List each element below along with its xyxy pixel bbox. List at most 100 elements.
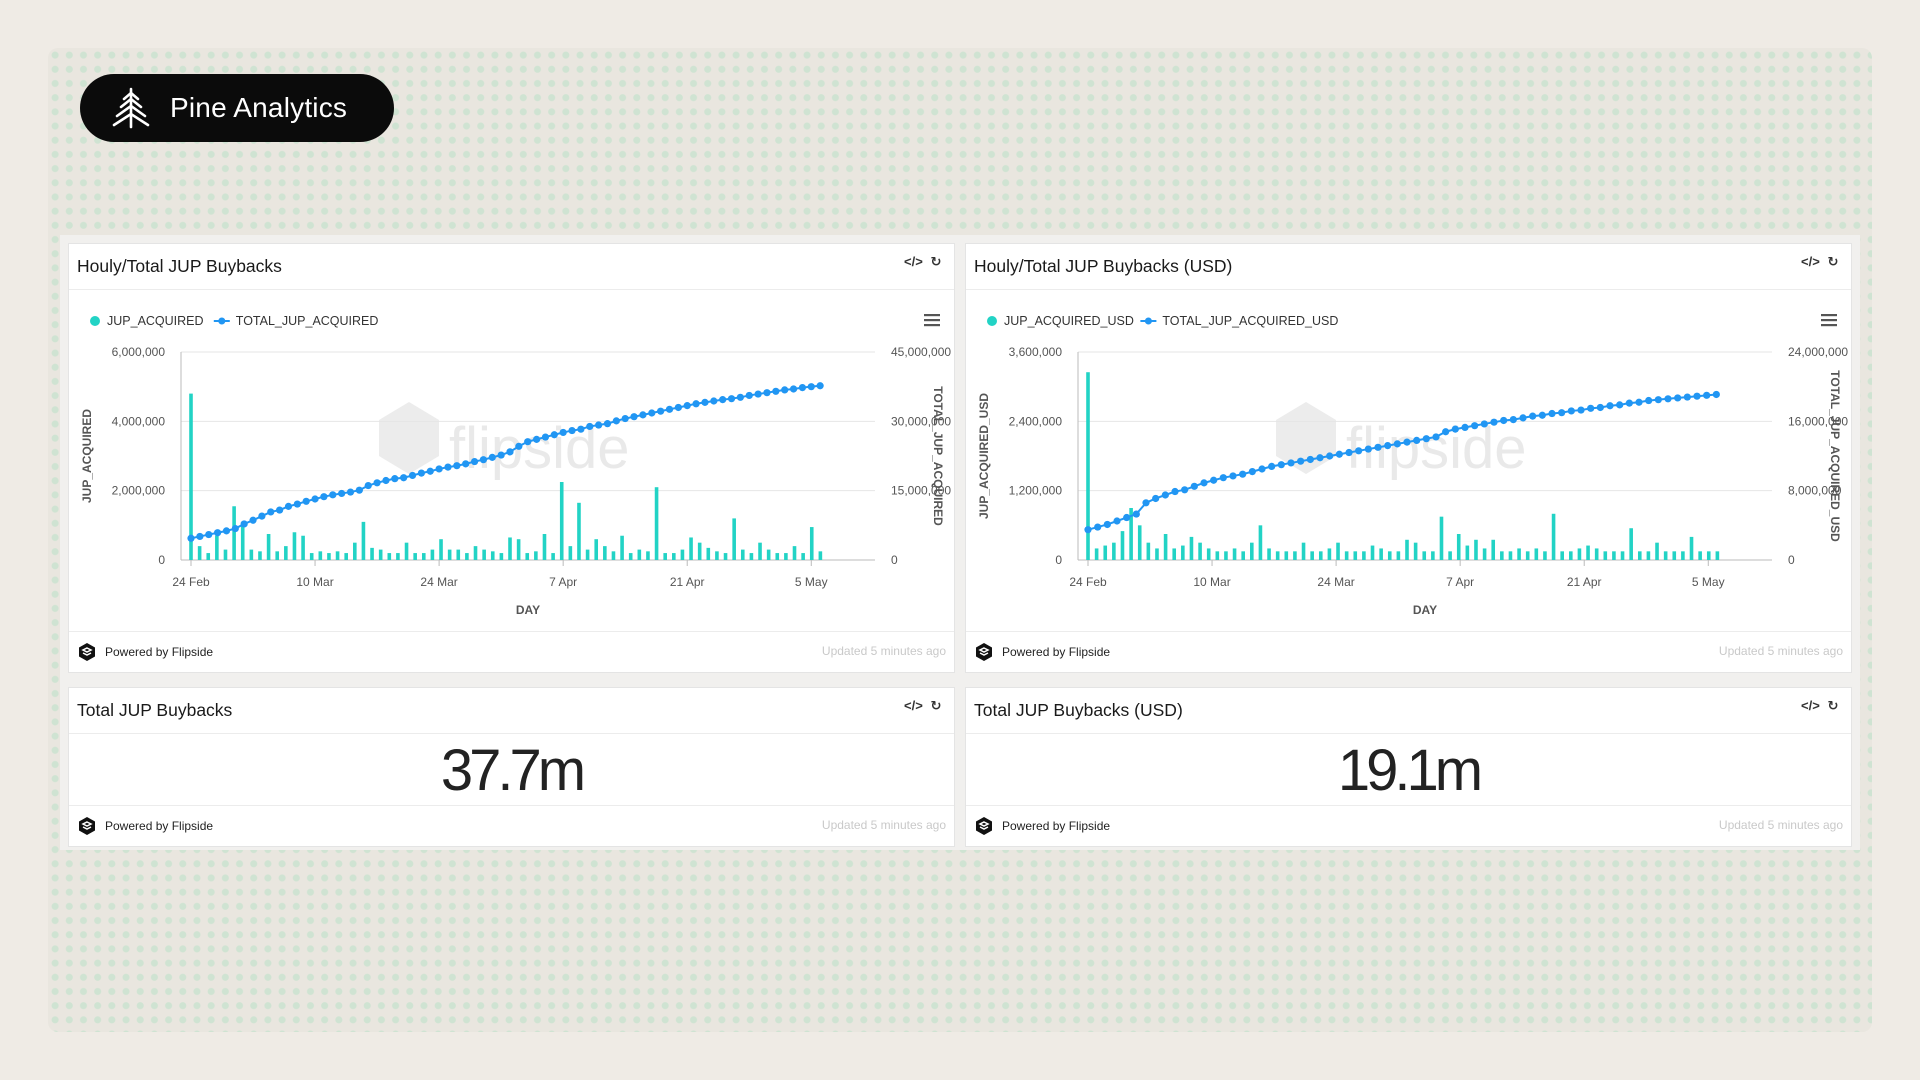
- bar: [1620, 551, 1625, 560]
- line-point: [1674, 394, 1682, 402]
- bar: [361, 521, 366, 560]
- flipside-logo-icon: [79, 643, 95, 661]
- bar: [1396, 551, 1401, 560]
- line-point: [772, 387, 780, 395]
- y-right-axis-title: TOTAL_JUP_ACQUIRED_USD: [1828, 370, 1842, 542]
- refresh-icon[interactable]: ↻: [1827, 698, 1839, 713]
- line-point: [1461, 423, 1469, 431]
- line-point: [612, 417, 620, 425]
- bar: [1551, 513, 1556, 560]
- card-divider: [966, 733, 1851, 734]
- line-point: [1384, 442, 1392, 450]
- bar: [1155, 548, 1159, 560]
- bar: [387, 553, 392, 560]
- bar: [1500, 551, 1504, 560]
- line-point: [1219, 474, 1227, 482]
- bar: [473, 546, 478, 560]
- bar: [1103, 545, 1108, 560]
- line-point: [1480, 420, 1488, 428]
- line-point: [1355, 447, 1363, 455]
- line-point: [1306, 455, 1314, 464]
- x-axis-title: DAY: [1413, 603, 1437, 617]
- line-point: [683, 402, 691, 410]
- line-point: [293, 500, 301, 508]
- line-point: [231, 524, 239, 533]
- bar: [1612, 551, 1616, 560]
- line-point: [488, 453, 496, 461]
- bar: [1508, 551, 1513, 560]
- bar: [1448, 551, 1452, 560]
- line-point: [1171, 487, 1179, 496]
- bar: [1120, 531, 1125, 560]
- bar: [258, 551, 262, 560]
- bar: [309, 553, 314, 560]
- bar: [1284, 551, 1289, 560]
- line-point: [205, 530, 213, 539]
- line-point: [1152, 494, 1160, 503]
- bar: [1698, 551, 1702, 560]
- line-point: [408, 471, 417, 480]
- embed-code-icon[interactable]: </>: [1801, 254, 1820, 269]
- line-point: [550, 431, 558, 439]
- y-right-tick-label: 24,000,000: [1788, 345, 1848, 359]
- line-point: [1181, 486, 1189, 494]
- line-point: [1248, 468, 1256, 476]
- line-point: [532, 435, 541, 443]
- refresh-icon[interactable]: ↻: [930, 254, 942, 269]
- menu-icon: [924, 314, 940, 317]
- y-left-tick-label: 0: [1055, 553, 1062, 567]
- bar: [482, 549, 486, 560]
- stat-value: 19.1m: [1337, 738, 1483, 803]
- bar: [292, 532, 297, 560]
- refresh-icon[interactable]: ↻: [1827, 254, 1839, 269]
- bar: [430, 549, 435, 560]
- bar: [1129, 508, 1133, 560]
- bar: [680, 549, 685, 560]
- bar: [1379, 548, 1383, 560]
- bar: [706, 547, 711, 560]
- pine-tree-icon: [112, 87, 150, 129]
- bar: [223, 549, 228, 560]
- bar: [344, 553, 348, 560]
- bar: [266, 534, 271, 560]
- bar: [456, 549, 461, 560]
- bar: [1594, 548, 1599, 560]
- bar: [189, 393, 193, 560]
- line-point: [1210, 476, 1218, 484]
- line-point: [736, 393, 744, 401]
- line-point: [320, 493, 328, 501]
- line-point: [1132, 510, 1140, 518]
- line-point: [1297, 457, 1305, 465]
- line-point: [710, 397, 718, 405]
- line-point: [1654, 396, 1662, 404]
- line-point: [798, 383, 807, 392]
- y-right-tick-label: 8,000,000: [1788, 484, 1842, 498]
- card-title: Total JUP Buybacks: [77, 700, 233, 720]
- bar: [197, 546, 202, 560]
- line-point: [453, 462, 461, 470]
- legend-label-bar: JUP_ACQUIRED_USD: [1004, 314, 1134, 328]
- line-point: [1683, 393, 1691, 401]
- bar: [1663, 551, 1668, 560]
- bar: [809, 527, 814, 560]
- bar: [1577, 548, 1582, 560]
- embed-code-icon[interactable]: </>: [1801, 698, 1820, 713]
- bar: [1405, 539, 1409, 560]
- bar: [1353, 551, 1358, 560]
- card-footer: Powered by Flipside Updated 5 minutes ag…: [69, 631, 954, 672]
- embed-code-icon[interactable]: </>: [904, 698, 923, 713]
- line-point: [515, 442, 523, 450]
- line-point: [1664, 395, 1672, 403]
- embed-code-icon[interactable]: </>: [904, 254, 923, 269]
- bar: [654, 487, 659, 560]
- line-point: [559, 428, 567, 437]
- bar: [1543, 551, 1547, 560]
- line-point: [595, 421, 603, 429]
- bar: [603, 546, 607, 560]
- line-point: [276, 506, 284, 514]
- stat-value: 37.7m: [440, 738, 586, 803]
- updated-text: Updated 5 minutes ago: [821, 644, 946, 658]
- refresh-icon[interactable]: ↻: [930, 698, 942, 713]
- line-point: [1490, 418, 1498, 426]
- x-tick-label: 24 Mar: [420, 575, 457, 589]
